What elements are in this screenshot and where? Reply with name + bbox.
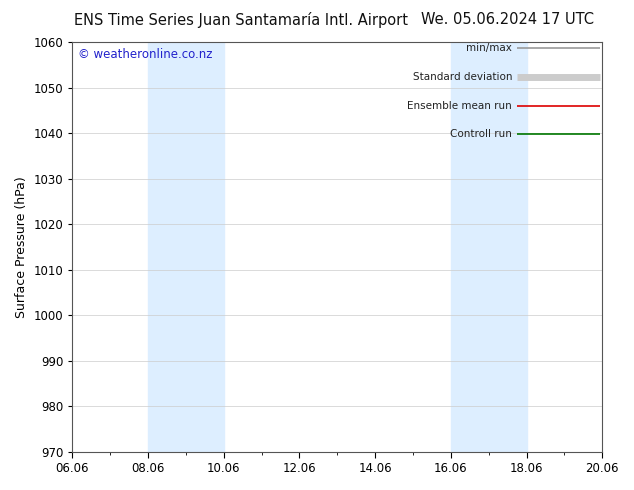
Bar <box>489 42 527 452</box>
Y-axis label: Surface Pressure (hPa): Surface Pressure (hPa) <box>15 176 28 318</box>
Text: We. 05.06.2024 17 UTC: We. 05.06.2024 17 UTC <box>421 12 593 27</box>
Text: Controll run: Controll run <box>450 129 512 139</box>
Bar <box>186 42 224 452</box>
Text: min/max: min/max <box>466 43 512 53</box>
Text: ENS Time Series Juan Santamaría Intl. Airport: ENS Time Series Juan Santamaría Intl. Ai… <box>74 12 408 28</box>
Text: © weatheronline.co.nz: © weatheronline.co.nz <box>77 48 212 61</box>
Text: Ensemble mean run: Ensemble mean run <box>408 100 512 111</box>
Text: Standard deviation: Standard deviation <box>413 72 512 82</box>
Bar <box>451 42 489 452</box>
Bar <box>148 42 186 452</box>
